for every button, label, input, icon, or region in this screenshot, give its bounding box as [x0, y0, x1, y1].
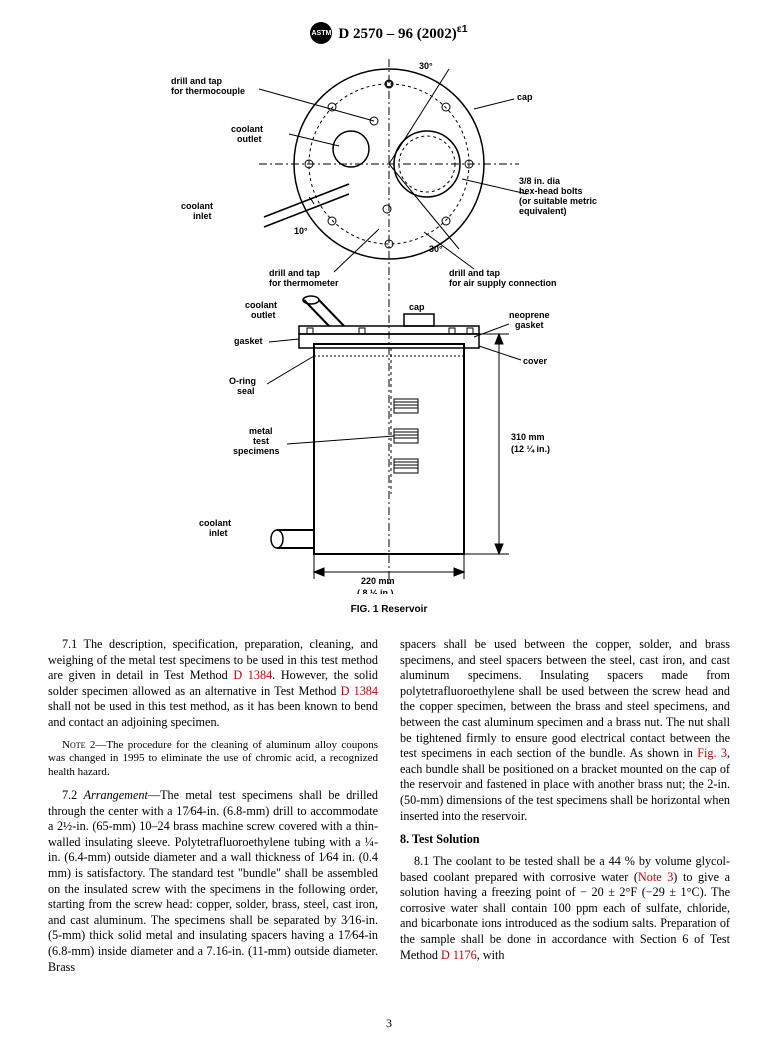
text: —The metal test specimens shall be drill…: [48, 788, 378, 974]
astm-logo: ASTM: [310, 22, 332, 44]
ref-note3[interactable]: Note 3: [638, 870, 673, 884]
para-7-2-cont: spacers shall be used between the copper…: [400, 637, 730, 824]
label-cap-side: cap: [409, 302, 425, 312]
note-label: Note 2: [62, 739, 95, 751]
para-lead: 7.2: [62, 788, 84, 802]
body-columns: 7.1 The description, specification, prep…: [48, 637, 730, 983]
figure-1: drill and tapfor thermocouple coolantout…: [159, 54, 619, 594]
page-number: 3: [386, 1016, 392, 1031]
note-text: —The procedure for the cleaning of alumi…: [48, 739, 378, 779]
text: shall not be used in this test method, a…: [48, 699, 378, 729]
epsilon-note: ε1: [457, 23, 468, 35]
para-lead: 8.1: [414, 854, 429, 868]
para-lead: 7.1: [62, 637, 77, 651]
label-angle-10: 10°: [294, 226, 308, 236]
ref-fig3[interactable]: Fig. 3: [697, 746, 727, 760]
label-height: 310 mm(12 ¼ in.): [511, 432, 550, 454]
ref-d1176[interactable]: D 1176: [441, 948, 477, 962]
label-gasket: gasket: [234, 336, 263, 346]
label-thermocouple: drill and tapfor thermocouple: [171, 76, 245, 96]
para-7-2: 7.2 Arrangement—The metal test specimens…: [48, 788, 378, 975]
label-oring: O-ringseal: [229, 376, 256, 396]
label-cap-top: cap: [517, 92, 533, 102]
label-angle-30a: 30°: [419, 61, 433, 71]
note-2: Note 2—The procedure for the cleaning of…: [48, 739, 378, 780]
label-coolant-inlet-top: coolantinlet: [181, 201, 213, 221]
para-8-1: 8.1 The coolant to be tested shall be a …: [400, 854, 730, 963]
section-8-head: 8. Test Solution: [400, 832, 730, 848]
page-header: ASTM D 2570 – 96 (2002)ε1: [48, 22, 730, 44]
label-coolant-inlet-side: coolantinlet: [199, 518, 231, 538]
right-column: spacers shall be used between the copper…: [400, 637, 730, 983]
ref-d1384-b[interactable]: D 1384: [341, 684, 378, 698]
label-coolant-outlet-top: coolantoutlet: [231, 124, 263, 144]
label-bolts: 3/8 in. diahex-head bolts(or suitable me…: [519, 176, 597, 216]
ref-d1384-a[interactable]: D 1384: [233, 668, 272, 682]
label-width: 220 mm( 8 ½ in.): [357, 576, 395, 594]
label-thermometer: drill and tapfor thermometer: [269, 268, 339, 288]
label-cover: cover: [523, 356, 548, 366]
label-specimens: metaltestspecimens: [233, 426, 280, 456]
text: spacers shall be used between the copper…: [400, 637, 730, 760]
designation: D 2570 – 96 (2002): [338, 26, 456, 42]
label-coolant-outlet-side: coolantoutlet: [245, 300, 277, 320]
label-neoprene: neoprenegasket: [509, 310, 550, 330]
para-title: Arrangement: [84, 788, 148, 802]
figure-caption: FIG. 1 Reservoir: [48, 604, 730, 615]
para-7-1: 7.1 The description, specification, prep…: [48, 637, 378, 731]
left-column: 7.1 The description, specification, prep…: [48, 637, 378, 983]
label-air-supply: drill and tapfor air supply connection: [449, 268, 557, 288]
label-angle-30b: 30°: [429, 244, 443, 254]
text: , with: [477, 948, 505, 962]
